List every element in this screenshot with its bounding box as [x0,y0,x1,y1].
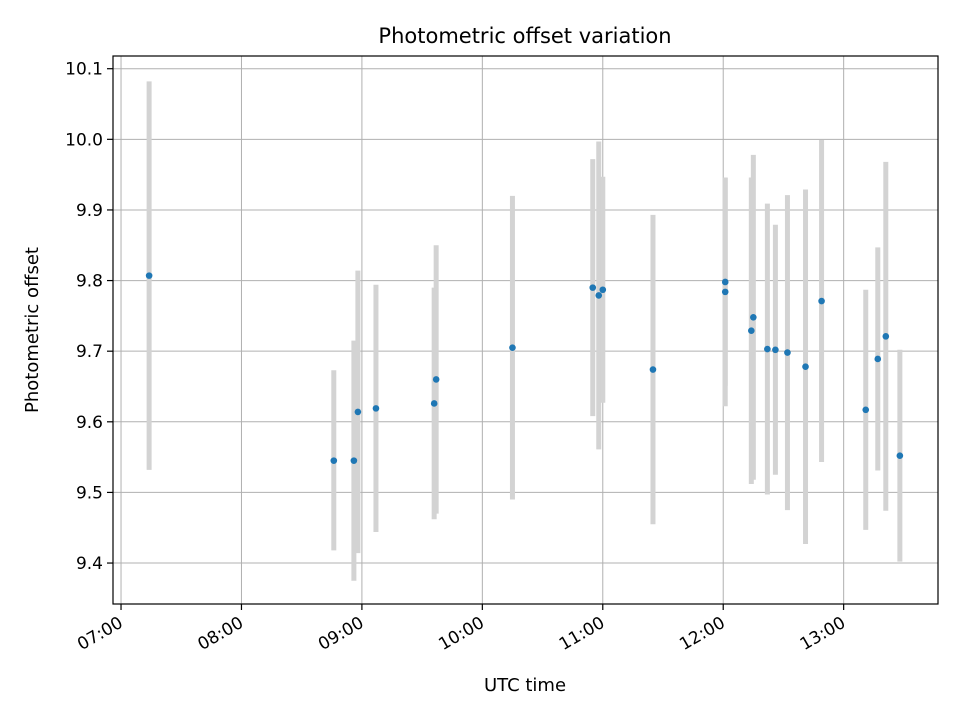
y-tick-label: 9.6 [76,413,103,433]
data-point [372,405,380,412]
data-point [432,376,440,383]
y-tick-label: 10.0 [65,130,103,150]
data-point [784,349,791,356]
y-tick-label: 9.9 [76,201,103,221]
plot-frame [112,55,939,605]
data-point [748,327,755,335]
data-point [896,452,904,460]
data-point [802,363,809,371]
y-tick-label: 10.1 [65,60,103,80]
data-point [330,457,338,464]
data-point [874,355,882,363]
data-point [721,278,729,286]
data-point [595,292,603,299]
data-points [145,272,904,464]
data-point [750,313,757,321]
data-point [145,272,153,279]
y-tick-label: 9.4 [76,554,103,574]
y-axis-label: Photometric offset [22,247,43,413]
data-point [764,345,771,353]
data-point [354,408,362,416]
data-point [509,344,516,351]
data-point [589,284,597,291]
data-point [599,286,607,294]
y-axis-ticks: 9.4 9.5 9.6 9.7 9.8 9.9 10.0 10.1 [65,60,113,574]
data-point [721,288,729,296]
data-point [882,333,890,340]
x-axis-label: UTC time [484,675,566,696]
data-point [350,457,358,464]
data-point [649,366,657,373]
y-tick-label: 9.7 [76,342,103,362]
data-point [862,406,870,414]
chart-title: Photometric offset variation [378,24,671,48]
data-point [430,400,438,407]
data-point [772,346,779,354]
y-tick-label: 9.5 [76,483,103,503]
data-point [818,297,825,305]
y-tick-label: 9.8 [76,272,103,292]
